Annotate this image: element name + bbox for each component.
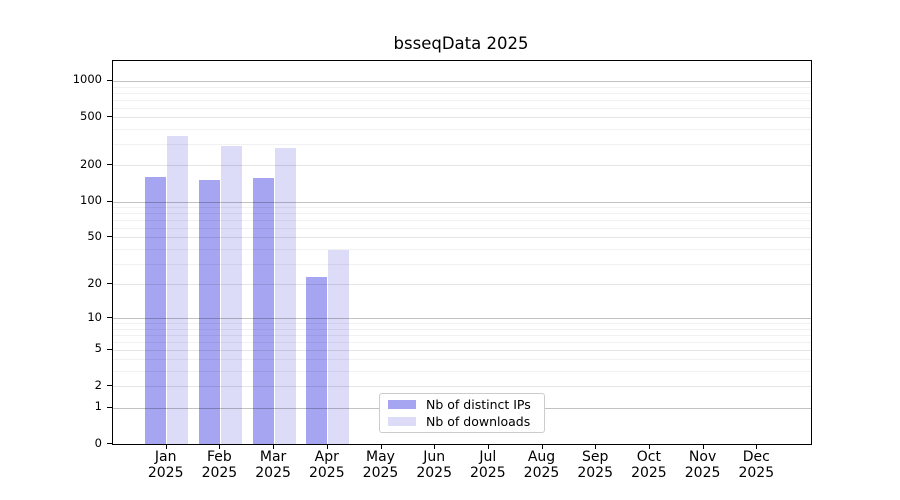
- y-tick-label: 100: [80, 193, 102, 207]
- y-tick-label: 20: [87, 275, 102, 290]
- legend-item-distinct-ips: Nb of distinct IPs: [388, 398, 536, 411]
- chart-title: bsseqData 2025: [393, 34, 529, 53]
- legend: Nb of distinct IPs Nb of downloads: [379, 393, 545, 433]
- y-tick-label: 0: [94, 435, 102, 450]
- y-tick-label: 10: [87, 309, 102, 324]
- x-tick-label: Aug 2025: [523, 449, 560, 481]
- x-tick-mark: [165, 444, 167, 449]
- x-tick-mark: [326, 444, 328, 449]
- y-tick-label: 1000: [72, 72, 102, 87]
- y-tick-mark: [107, 348, 112, 350]
- y-tick-label: 1: [94, 399, 102, 414]
- x-tick-label: May 2025: [362, 449, 399, 481]
- y-tick-mark: [107, 79, 112, 81]
- y-tick-mark: [107, 317, 112, 318]
- x-tick-label: Feb 2025: [201, 449, 238, 481]
- x-tick-mark: [648, 444, 650, 449]
- gridline-minor: [113, 92, 811, 94]
- x-tick-label: Dec 2025: [738, 449, 775, 481]
- x-tick-mark: [434, 444, 436, 449]
- x-tick-mark: [219, 444, 221, 449]
- gridline-minor: [113, 144, 811, 146]
- bar-downloads-feb: [220, 145, 242, 444]
- x-tick-label: Jul 2025: [469, 449, 506, 481]
- bar-distinct-ips-feb: [198, 179, 220, 444]
- plot-area: Nb of distinct IPs Nb of downloads: [112, 60, 812, 445]
- x-tick-label: Jan 2025: [147, 449, 184, 481]
- x-tick-mark: [487, 444, 489, 449]
- bar-distinct-ips-jan: [145, 177, 167, 444]
- y-tick-label: 50: [87, 228, 102, 243]
- x-tick-mark: [702, 444, 704, 449]
- x-tick-mark: [595, 444, 597, 449]
- x-tick-mark: [380, 444, 382, 449]
- gridline: [113, 117, 811, 119]
- y-tick-label: 5: [94, 341, 102, 356]
- x-tick-mark: [273, 444, 275, 449]
- x-tick-label: Jun 2025: [416, 449, 452, 481]
- y-tick-mark: [107, 164, 112, 166]
- x-tick-label: Sep 2025: [577, 449, 613, 481]
- gridline: [113, 165, 811, 167]
- legend-swatch-distinct-ips: [388, 400, 416, 409]
- y-tick-label: 2: [94, 377, 102, 392]
- legend-swatch-downloads: [388, 417, 416, 426]
- y-tick-mark: [107, 385, 112, 387]
- legend-item-downloads: Nb of downloads: [388, 415, 536, 428]
- legend-label-distinct-ips: Nb of distinct IPs: [426, 397, 531, 412]
- gridline-minor: [113, 99, 811, 101]
- bar-downloads-mar: [274, 148, 296, 444]
- y-tick-mark: [107, 116, 112, 118]
- x-tick-label: Mar 2025: [255, 449, 291, 481]
- y-tick-mark: [107, 283, 112, 284]
- y-tick-mark: [107, 443, 112, 444]
- x-tick-mark: [756, 444, 758, 449]
- gridline-minor: [113, 107, 811, 109]
- bar-distinct-ips-mar: [252, 177, 274, 444]
- x-tick-label: Apr 2025: [308, 449, 345, 481]
- x-tick-label: Oct 2025: [631, 449, 667, 481]
- x-tick-label: Nov 2025: [684, 449, 721, 481]
- gridline-minor: [113, 86, 811, 88]
- x-tick-mark: [541, 444, 543, 449]
- bar-downloads-jan: [167, 136, 189, 444]
- y-tick-mark: [107, 200, 112, 202]
- legend-label-downloads: Nb of downloads: [426, 414, 531, 429]
- y-tick-label: 200: [80, 156, 102, 171]
- bar-downloads-apr: [328, 250, 350, 444]
- y-tick-mark: [107, 236, 112, 238]
- gridline-minor: [113, 129, 811, 130]
- gridline-major: [113, 80, 811, 82]
- y-tick-mark: [107, 406, 112, 408]
- y-tick-label: 500: [80, 108, 102, 123]
- bar-distinct-ips-apr: [306, 277, 328, 444]
